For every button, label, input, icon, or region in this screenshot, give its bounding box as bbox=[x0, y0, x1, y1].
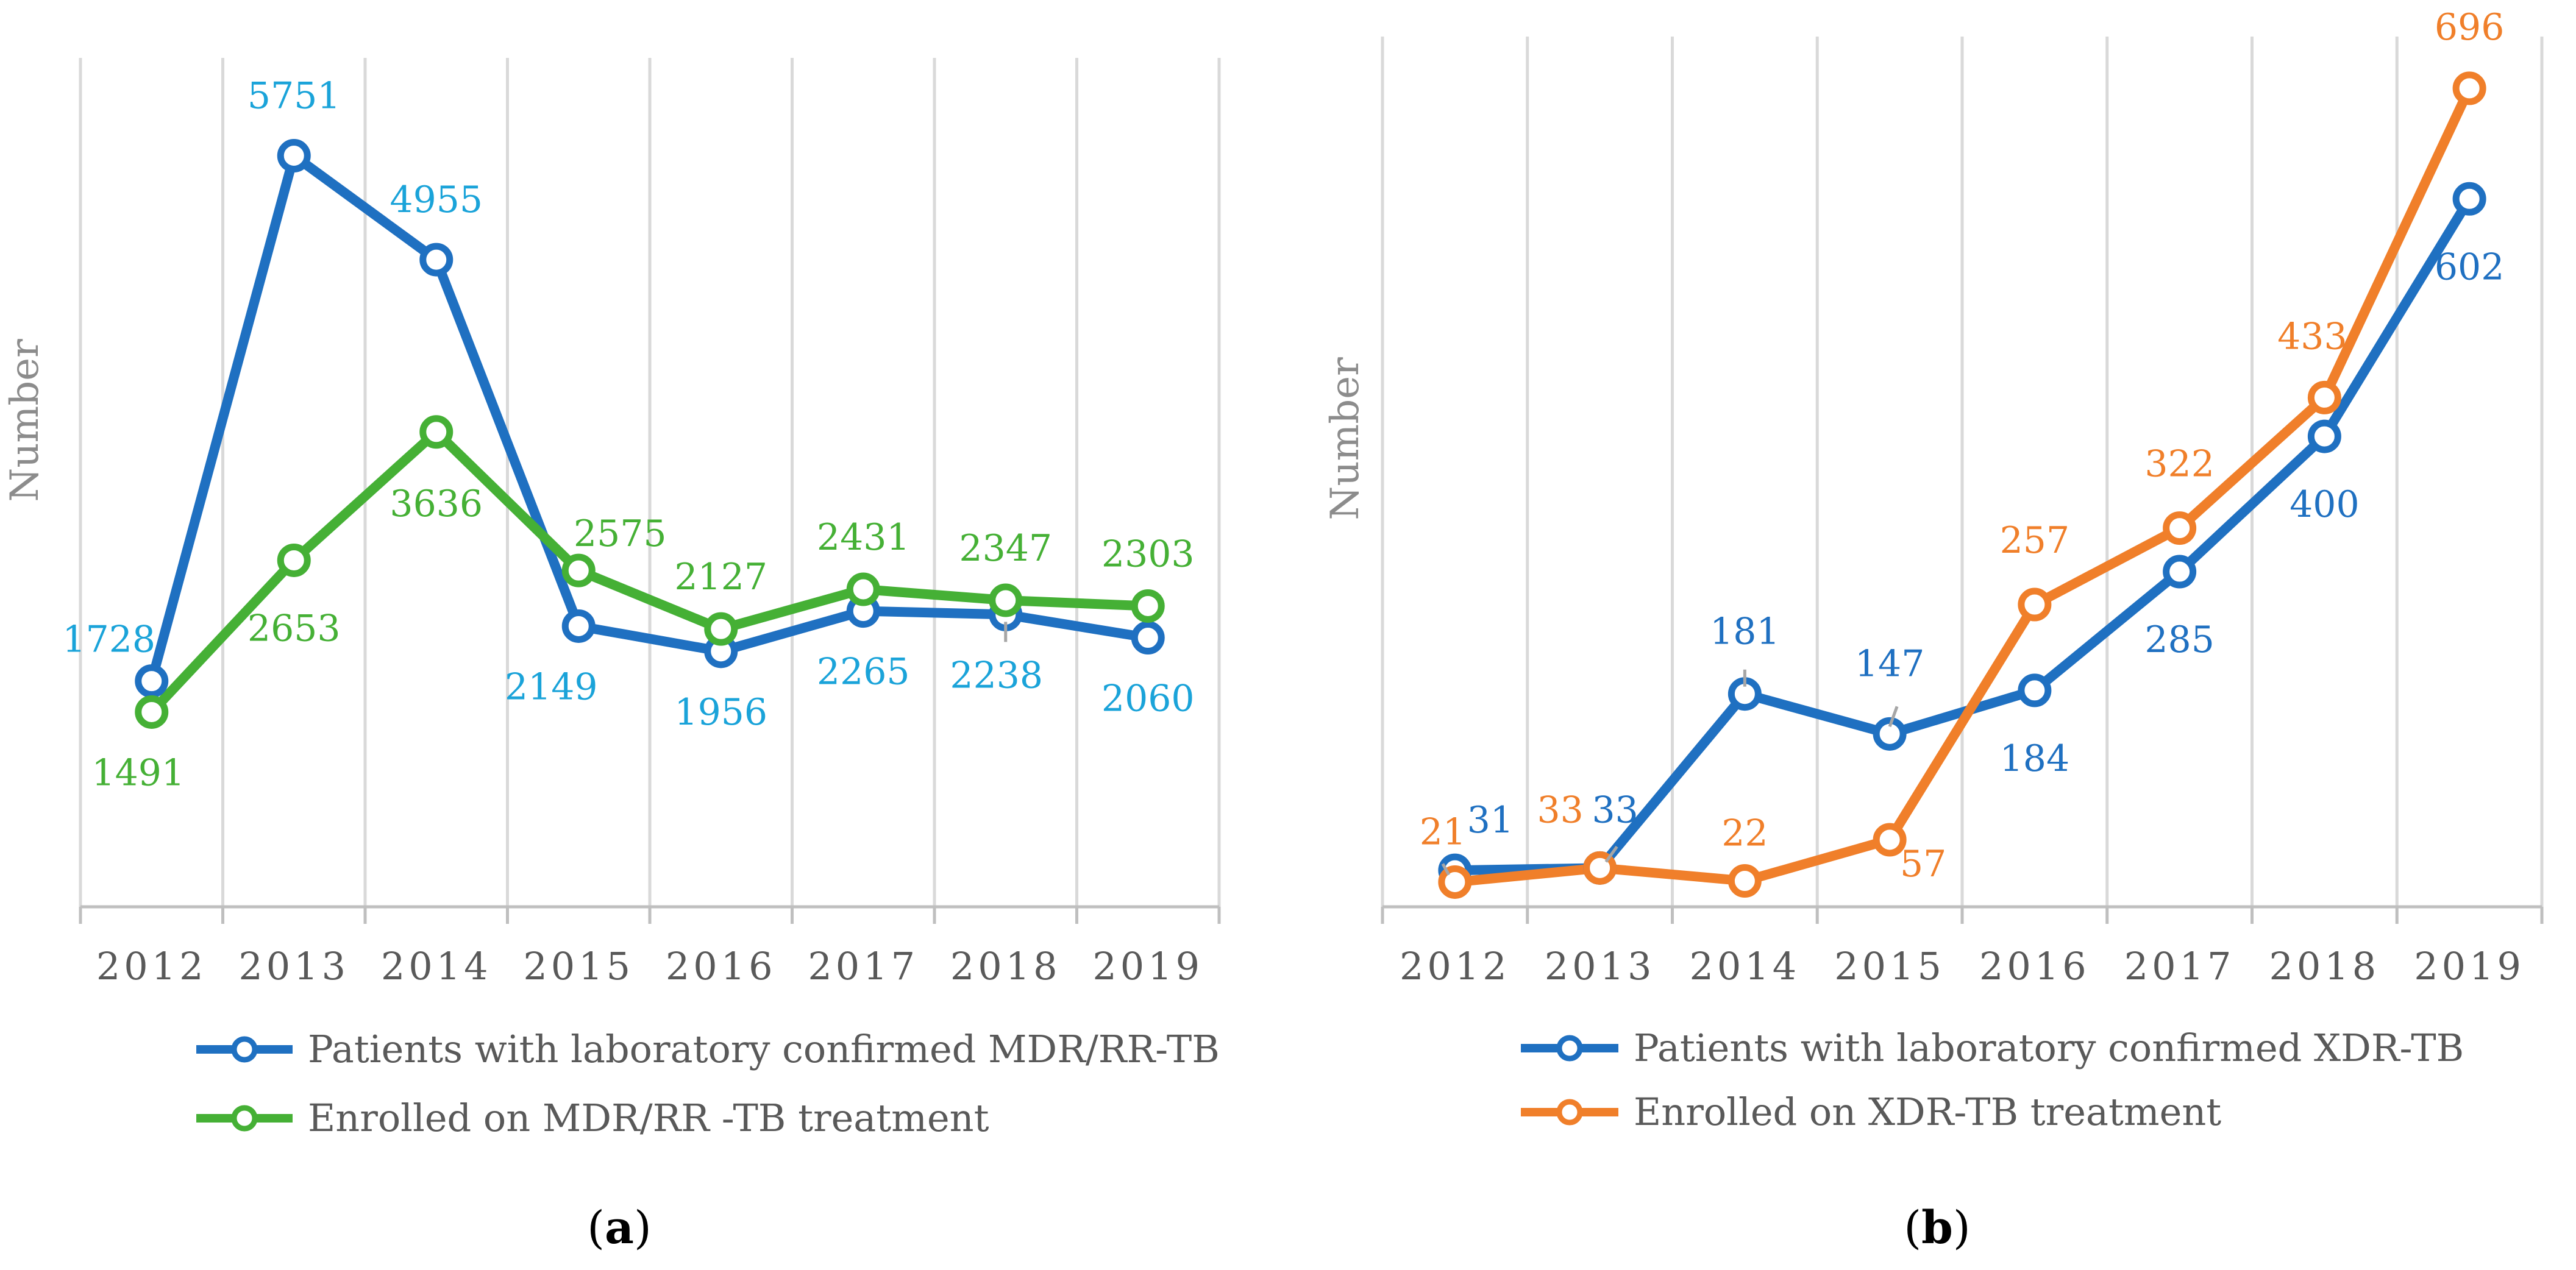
series-1-point bbox=[2452, 182, 2486, 216]
legend-entry-label: Patients with laboratory confirmed XDR-T… bbox=[1634, 1026, 2464, 1070]
x-tick-label: 2015 bbox=[523, 944, 634, 988]
series-2-data-label: 257 bbox=[2000, 519, 2070, 562]
series-2-point bbox=[2307, 380, 2341, 414]
series-line-1 bbox=[1450, 194, 2475, 876]
legend-swatch-marker bbox=[231, 1036, 258, 1063]
series-2-point bbox=[135, 695, 169, 729]
series-2-data-label: 322 bbox=[2144, 443, 2215, 486]
series-1-point bbox=[2018, 673, 2052, 708]
series-1-point bbox=[135, 664, 169, 698]
series-1-data-label: 31 bbox=[1467, 799, 1514, 842]
x-tick-label: 2017 bbox=[808, 944, 919, 988]
x-tick-label: 2017 bbox=[2124, 944, 2235, 988]
series-2-point bbox=[2163, 511, 2197, 545]
series-2-point bbox=[561, 553, 596, 587]
x-tick-label: 2016 bbox=[1979, 944, 2090, 988]
series-2-point bbox=[2018, 587, 2052, 622]
legend-swatch-marker bbox=[1556, 1099, 1583, 1126]
x-tick-label: 2012 bbox=[1400, 944, 1510, 988]
y-axis-label: Number bbox=[1323, 357, 1368, 520]
series-line-1 bbox=[146, 151, 1153, 686]
series-2-data-label: 33 bbox=[1537, 789, 1583, 831]
series-2-point bbox=[1131, 589, 1165, 623]
panel-b: 2012 2013 2014 2015 2016 2017 2018 2019 Number 31… bbox=[1323, 6, 2544, 1254]
series-1-point bbox=[2307, 419, 2341, 453]
x-tick-label: 2013 bbox=[1545, 944, 1656, 988]
series-2-point bbox=[704, 612, 738, 646]
series-2-data-label: 22 bbox=[1721, 812, 1768, 855]
series-2-data-label: 3636 bbox=[390, 483, 483, 525]
series-1-data-label: 2149 bbox=[505, 665, 598, 708]
series-2-data-label: 21 bbox=[1420, 811, 1466, 853]
x-tick-label: 2012 bbox=[96, 944, 207, 988]
series-2-data-label: 1491 bbox=[91, 751, 185, 794]
series-line-2 bbox=[146, 427, 1153, 717]
series-1-point bbox=[277, 139, 311, 173]
series-1-point bbox=[419, 243, 454, 277]
series-2-point bbox=[1727, 864, 1762, 898]
series-1-point bbox=[2163, 555, 2197, 589]
x-tick-label: 2018 bbox=[950, 944, 1061, 988]
series-1-point bbox=[1131, 621, 1165, 655]
series-1-data-label: 5751 bbox=[247, 75, 341, 118]
x-tick-label: 2014 bbox=[381, 944, 492, 988]
series-1-data-label: 285 bbox=[2144, 619, 2215, 661]
series-2-point bbox=[419, 415, 454, 449]
label-leader-line bbox=[1888, 706, 1899, 728]
series-2-point bbox=[1873, 823, 1907, 857]
series-2-data-label: 433 bbox=[2277, 315, 2347, 358]
series-1-data-label: 400 bbox=[2290, 483, 2360, 526]
x-tick-label: 2013 bbox=[238, 944, 349, 988]
series-2-data-label: 2575 bbox=[574, 513, 667, 555]
series-2-point bbox=[277, 543, 311, 577]
x-tick-label: 2018 bbox=[2269, 944, 2380, 988]
series-2-data-label: 2347 bbox=[959, 527, 1052, 570]
series-2-data-label: 2127 bbox=[674, 556, 767, 598]
y-axis-label: Number bbox=[2, 339, 48, 502]
series-2-data-label: 2653 bbox=[247, 607, 341, 650]
series-2-point bbox=[1438, 865, 1472, 899]
legend-entry-label: Enrolled on MDR/RR -TB treatment bbox=[308, 1096, 989, 1140]
series-1-data-label: 2265 bbox=[817, 651, 910, 694]
series-2-data-label: 2431 bbox=[817, 516, 910, 559]
x-tick-label: 2016 bbox=[666, 944, 777, 988]
series-1-data-label: 184 bbox=[2000, 737, 2070, 780]
legend-entry-label: Enrolled on XDR-TB treatment bbox=[1634, 1090, 2221, 1134]
series-2-data-label: 57 bbox=[1900, 843, 1946, 885]
series-1-data-label: 602 bbox=[2435, 246, 2505, 288]
series-2-data-label: 2303 bbox=[1101, 533, 1195, 575]
legend-swatch-marker bbox=[231, 1105, 258, 1132]
label-leader-line bbox=[1441, 863, 1451, 876]
x-tick-label: 2015 bbox=[1834, 944, 1945, 988]
x-tick-label: 2019 bbox=[2414, 944, 2525, 988]
legend-entry-label: Patients with laboratory confirmed MDR/R… bbox=[308, 1027, 1220, 1071]
series-1-point bbox=[1873, 717, 1907, 751]
series-1-data-label: 1956 bbox=[674, 691, 767, 734]
x-tick-label: 2014 bbox=[1689, 944, 1800, 988]
legend-swatch-marker bbox=[1556, 1035, 1583, 1062]
panel-label: (a) bbox=[587, 1202, 652, 1254]
series-2-point bbox=[846, 572, 880, 606]
series-1-data-label: 181 bbox=[1710, 611, 1780, 653]
label-leader-line bbox=[1604, 845, 1618, 863]
series-line-2 bbox=[1450, 83, 2475, 887]
panel-label: (b) bbox=[1904, 1202, 1971, 1254]
series-1-point bbox=[561, 609, 596, 643]
series-1-data-label: 147 bbox=[1855, 642, 1925, 685]
series-1-data-label: 2060 bbox=[1101, 678, 1195, 720]
series-1-data-label: 33 bbox=[1592, 789, 1638, 831]
series-2-point bbox=[989, 583, 1023, 617]
series-1-data-label: 1728 bbox=[62, 619, 155, 661]
series-2-data-label: 696 bbox=[2435, 6, 2505, 49]
series-1-data-label: 2238 bbox=[950, 654, 1043, 697]
x-tick-label: 2019 bbox=[1092, 944, 1203, 988]
series-1-data-label: 4955 bbox=[390, 179, 483, 221]
series-2-point bbox=[2452, 71, 2486, 105]
panel-a: 2012 2013 2014 2015 2016 2017 2018 2019 Number 17… bbox=[2, 58, 1221, 1254]
